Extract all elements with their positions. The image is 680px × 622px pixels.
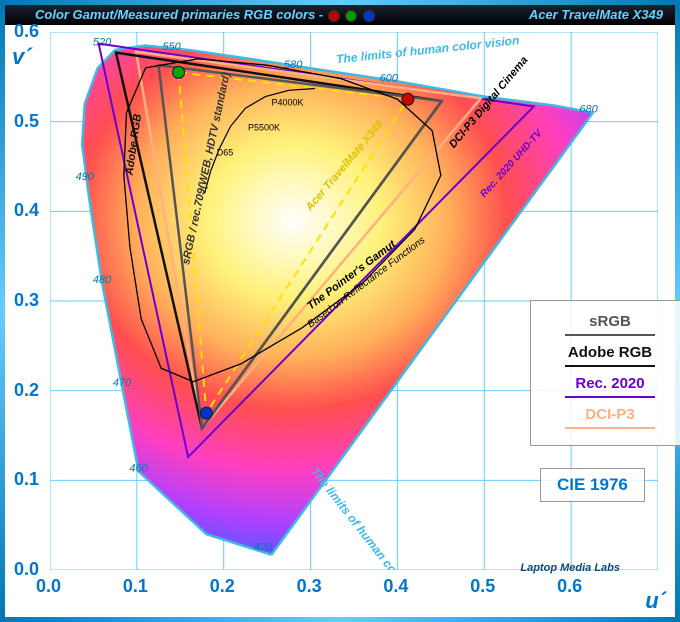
cie-standard-box: CIE 1976: [540, 468, 645, 502]
x-tick: 0.1: [123, 576, 148, 597]
blue-dot-icon: [363, 10, 375, 22]
x-tick: 0.4: [383, 576, 408, 597]
x-tick: 0.5: [470, 576, 495, 597]
svg-text:600: 600: [380, 72, 399, 84]
legend-box: sRGB Adobe RGB Rec. 2020 DCI-P3: [530, 300, 680, 446]
x-axis-label: u´: [645, 588, 666, 614]
legend-item: Adobe RGB: [545, 344, 675, 361]
x-tick: 0.6: [557, 576, 582, 597]
legend-item: sRGB: [545, 313, 675, 330]
legend-line: [565, 396, 655, 398]
y-tick: 0.2: [14, 380, 39, 401]
svg-text:420: 420: [254, 541, 273, 553]
legend-item: Rec. 2020: [545, 375, 675, 392]
title-right: Acer TravelMate X349: [529, 5, 663, 25]
svg-text:D65: D65: [217, 148, 234, 158]
title-left: Color Gamut/Measured primaries RGB color…: [35, 5, 376, 25]
svg-text:470: 470: [113, 377, 132, 389]
frame-border: [0, 0, 5, 622]
x-tick: 0.2: [210, 576, 235, 597]
legend-line: [565, 427, 655, 429]
svg-text:460: 460: [129, 462, 148, 474]
red-dot-icon: [328, 10, 340, 22]
y-tick: 0.6: [14, 21, 39, 42]
legend-item: DCI-P3: [545, 406, 675, 423]
svg-text:520: 520: [93, 36, 112, 48]
x-tick: 0.0: [36, 576, 61, 597]
green-dot-icon: [345, 10, 357, 22]
legend-line: [565, 365, 655, 367]
y-tick: 0.5: [14, 111, 39, 132]
credit-label: Laptop Media Labs: [520, 562, 620, 574]
svg-text:P4000K: P4000K: [271, 98, 303, 108]
legend-line: [565, 334, 655, 336]
chart-frame: Color Gamut/Measured primaries RGB color…: [0, 0, 680, 622]
y-tick: 0.4: [14, 200, 39, 221]
svg-text:550: 550: [162, 41, 181, 53]
frame-border: [0, 617, 680, 622]
y-axis-label: v´: [12, 44, 32, 70]
svg-text:The limits of human color visi: The limits of human color vision: [335, 33, 519, 66]
svg-text:480: 480: [93, 274, 112, 286]
svg-text:490: 490: [76, 171, 95, 183]
svg-text:P5500K: P5500K: [248, 123, 280, 133]
x-tick: 0.3: [297, 576, 322, 597]
y-tick: 0.3: [14, 290, 39, 311]
y-tick: 0.1: [14, 469, 39, 490]
title-bar: Color Gamut/Measured primaries RGB color…: [5, 5, 675, 25]
svg-text:680: 680: [579, 104, 598, 116]
